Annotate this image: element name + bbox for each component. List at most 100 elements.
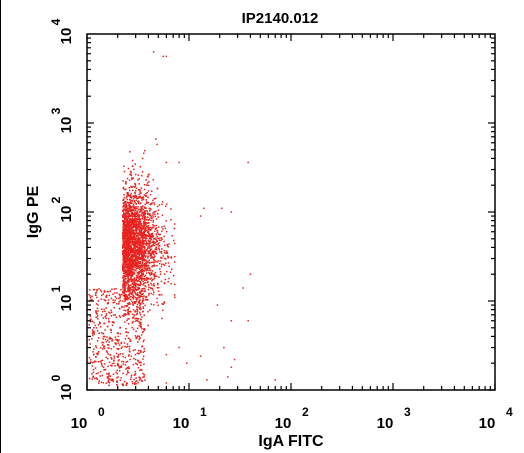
data-point (132, 229, 135, 232)
data-point (142, 222, 145, 225)
data-point (124, 345, 126, 348)
data-point (161, 230, 163, 232)
data-point (148, 249, 151, 252)
data-point (157, 216, 160, 218)
data-point (129, 287, 131, 289)
data-point (124, 217, 126, 220)
data-point (144, 290, 146, 292)
data-point (137, 265, 139, 267)
data-point (127, 277, 129, 279)
data-point (126, 319, 128, 322)
data-point (145, 285, 147, 288)
data-point (143, 227, 145, 229)
data-point (135, 206, 137, 208)
data-point (117, 303, 120, 305)
data-point (135, 261, 137, 263)
data-point (97, 304, 99, 306)
data-point (113, 306, 115, 309)
data-point (130, 218, 132, 221)
data-point (140, 256, 142, 259)
data-point (100, 290, 103, 293)
data-point (93, 326, 95, 329)
data-point (126, 248, 128, 251)
data-point (140, 206, 142, 208)
data-point (150, 254, 152, 257)
data-point (145, 239, 147, 242)
data-point (115, 338, 117, 341)
data-point (134, 238, 137, 241)
data-point (138, 248, 141, 250)
data-point (124, 269, 126, 272)
data-point (152, 212, 154, 214)
data-point (105, 317, 107, 320)
data-point (130, 230, 133, 233)
data-point (125, 219, 127, 221)
data-point (138, 287, 141, 290)
data-point (138, 335, 141, 338)
x-tick-label: 10 (479, 415, 496, 432)
data-point (135, 213, 137, 215)
data-point (138, 278, 140, 280)
data-point (221, 207, 223, 210)
data-point (122, 279, 125, 281)
data-point (137, 235, 139, 237)
data-point (111, 378, 113, 381)
data-point (152, 235, 155, 238)
data-point (129, 215, 132, 217)
data-point (135, 383, 137, 385)
data-point (133, 261, 135, 264)
data-point (127, 289, 129, 291)
data-point (168, 243, 170, 245)
data-point (125, 196, 128, 199)
data-point (140, 361, 142, 364)
data-point (125, 250, 128, 252)
data-point (141, 171, 144, 173)
data-point (138, 361, 141, 364)
data-point (133, 295, 135, 297)
data-point (152, 221, 154, 223)
data-point (130, 295, 132, 298)
data-point (139, 225, 141, 228)
data-point (122, 186, 125, 189)
data-point (159, 251, 161, 253)
data-point (98, 332, 100, 335)
data-point (133, 280, 135, 282)
data-point (142, 292, 144, 295)
data-point (155, 248, 158, 251)
y-tick-exponent: 4 (49, 18, 63, 25)
data-point (107, 299, 110, 301)
data-point (122, 238, 125, 241)
data-point (137, 234, 139, 236)
data-point (142, 214, 145, 217)
data-point (134, 206, 136, 209)
data-point (137, 239, 139, 242)
data-point (130, 376, 133, 378)
data-point (140, 253, 143, 256)
data-point (158, 242, 160, 244)
data-point (127, 250, 130, 253)
data-point (124, 337, 127, 340)
data-point (136, 335, 139, 337)
data-point (146, 201, 148, 203)
data-point (143, 237, 146, 239)
plot-frame (86, 33, 496, 391)
data-point (136, 263, 139, 266)
data-point (130, 224, 132, 227)
data-point (134, 380, 137, 383)
data-point (112, 339, 114, 341)
data-point (135, 196, 137, 199)
data-point (153, 283, 155, 285)
data-point (133, 209, 135, 212)
data-point (122, 286, 124, 288)
data-point (129, 250, 132, 253)
data-point (132, 308, 135, 311)
data-point (163, 250, 166, 252)
data-point (134, 185, 137, 187)
data-point (156, 261, 159, 263)
data-point (147, 230, 149, 233)
data-point (127, 235, 129, 238)
data-point (123, 227, 125, 230)
data-point (116, 369, 118, 372)
data-point (135, 337, 138, 339)
data-point (140, 258, 142, 260)
